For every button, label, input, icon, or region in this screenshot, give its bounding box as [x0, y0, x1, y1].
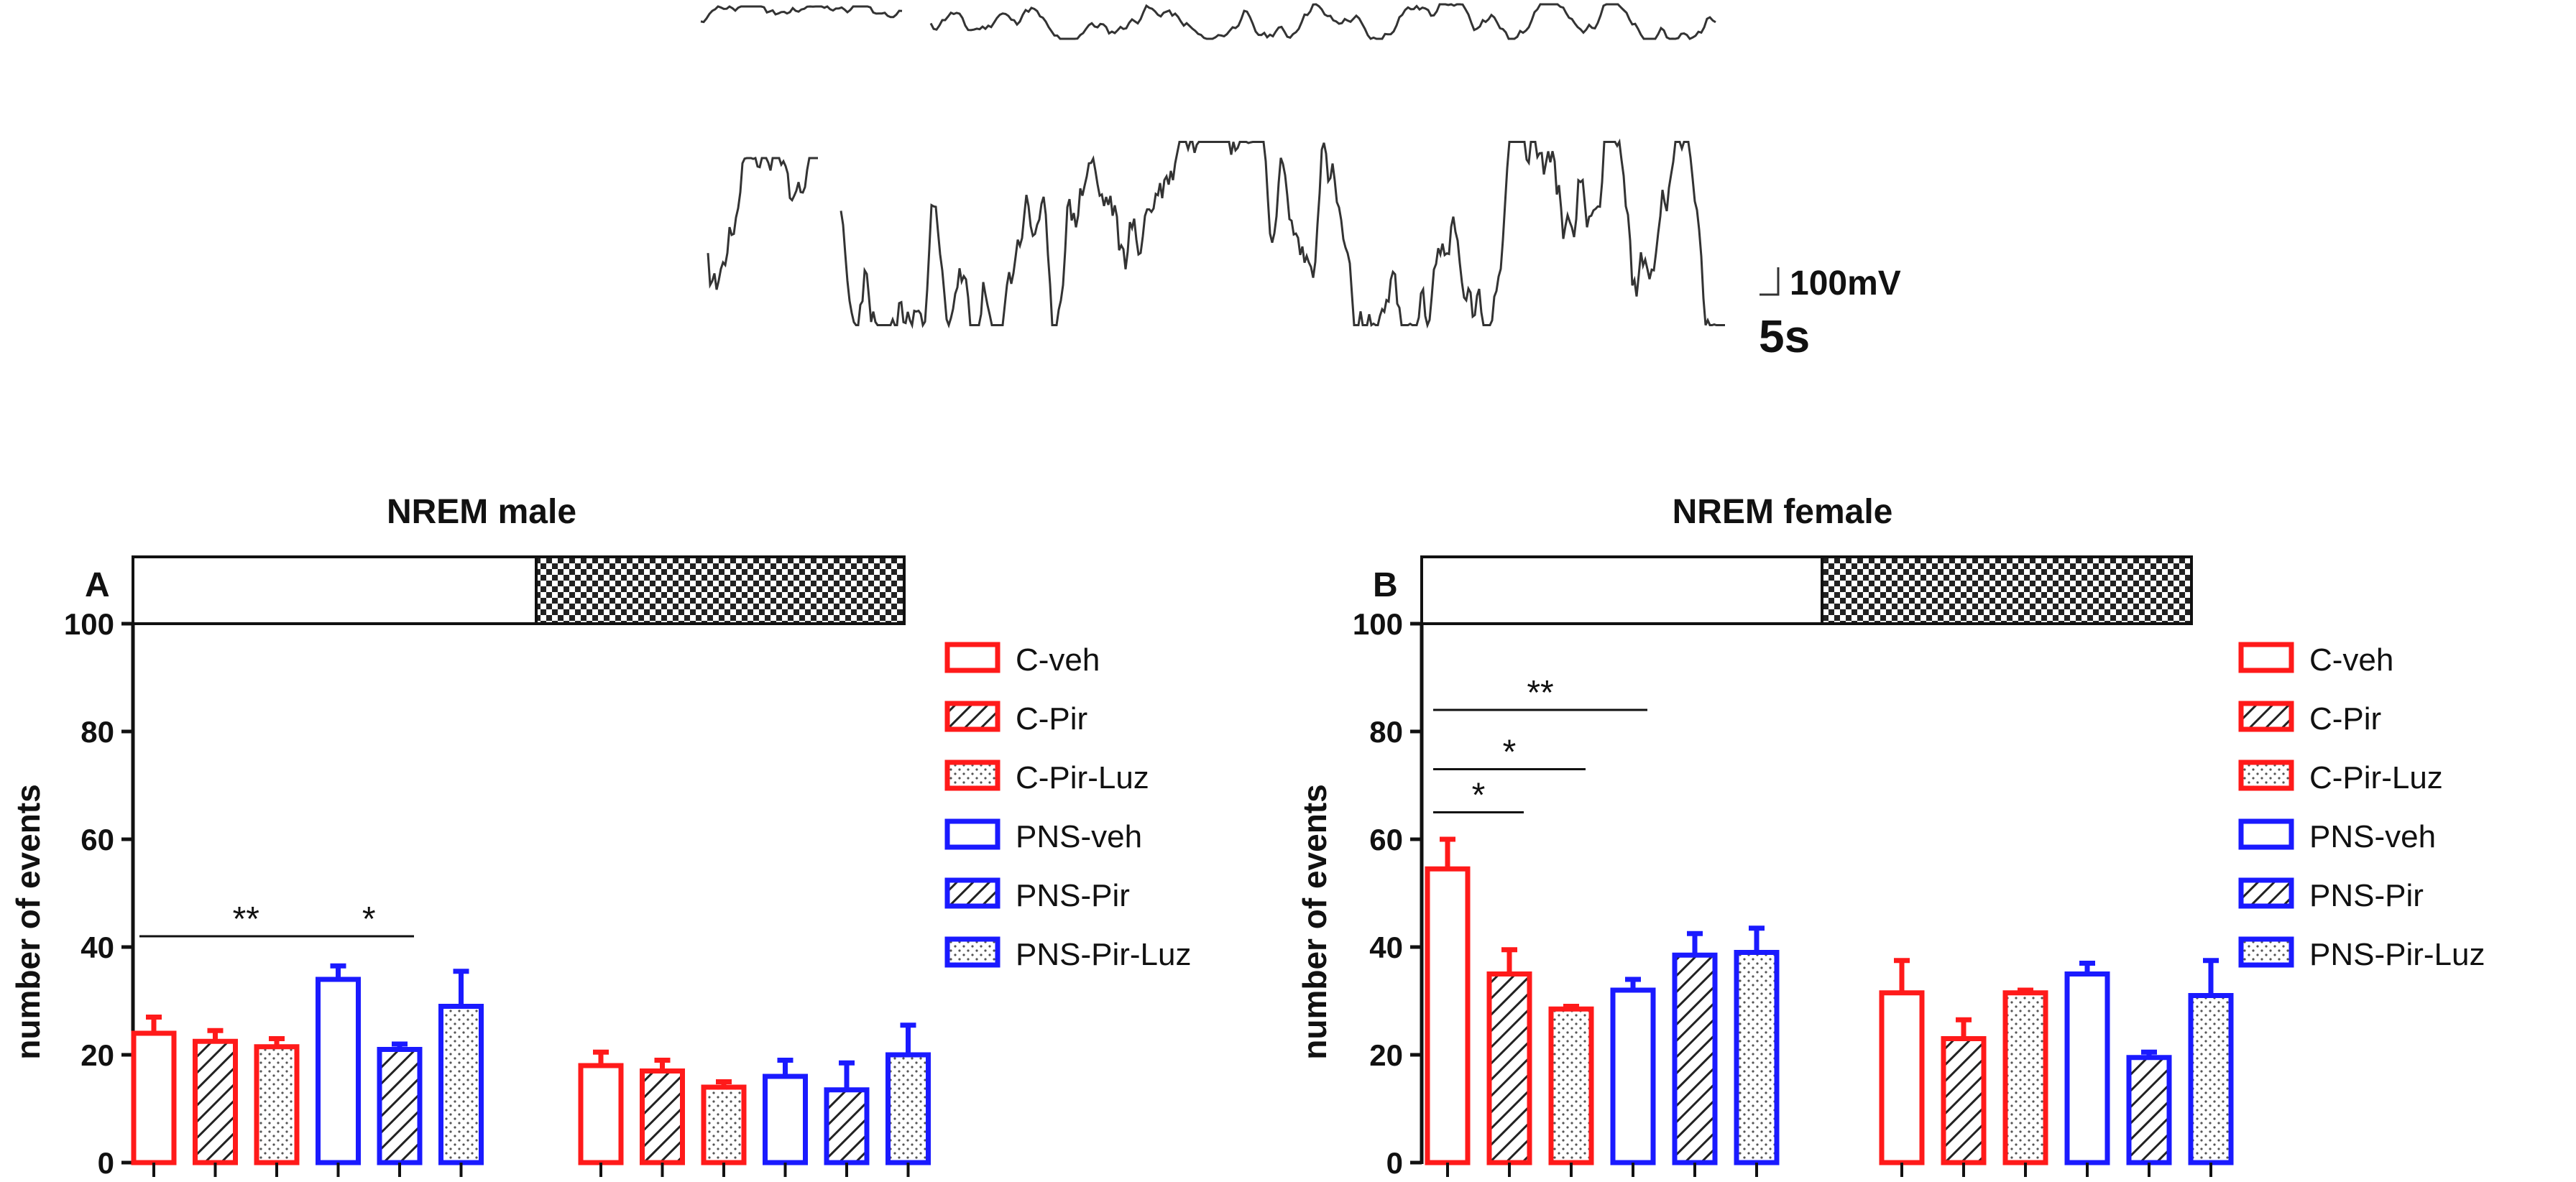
bar-pns-pir-light — [1672, 952, 1718, 1165]
y-axis-label: number of events — [1296, 784, 1333, 1059]
light-phase-box — [132, 555, 538, 625]
legend-label: C-Pir-Luz — [2309, 760, 2443, 795]
legend-label: PNS-Pir — [1016, 878, 1130, 913]
y-tick-label: 40 — [80, 931, 114, 964]
y-tick-label: 80 — [1369, 715, 1403, 749]
bar-pns-pir-luz-light — [1734, 950, 1780, 1165]
y-tick-label: 20 — [1369, 1038, 1403, 1072]
bar-pns-pir-luz-dark — [886, 1052, 931, 1165]
legend-swatch — [944, 642, 1000, 673]
legend-label: PNS-Pir-Luz — [1016, 937, 1192, 972]
panel-letter: A — [85, 566, 110, 604]
scale-time-label: 5s — [1759, 310, 1810, 362]
bar-c-pir-luz-light — [254, 1044, 300, 1165]
significance-label: * — [362, 900, 376, 938]
legend: C-veh C-Pir C-Pir-Luz PNS-veh PNS-Pir PNS-Pir… — [944, 642, 1192, 972]
legend-swatch — [944, 877, 1000, 909]
y-tick-label: 60 — [1369, 823, 1403, 857]
dark-phase-box — [1821, 555, 2193, 625]
bar-c-pir-luz-light — [1548, 1006, 1594, 1165]
y-axis-label: number of events — [9, 784, 47, 1059]
significance-label: ** — [233, 900, 259, 938]
legend-label: C-veh — [1016, 642, 1100, 678]
y-tick-label: 40 — [1369, 931, 1403, 964]
bar-c-veh-light — [131, 1030, 177, 1165]
legend-label: C-Pir — [1016, 701, 1087, 737]
legend-label: PNS-veh — [1016, 819, 1142, 854]
chart-title: NREM female — [1673, 493, 1893, 531]
legend-label: C-Pir — [2309, 701, 2381, 737]
y-tick-label: 80 — [80, 715, 114, 749]
bar-c-pir-dark — [1941, 1036, 1987, 1165]
eeg-trace-top — [700, 3, 1716, 40]
significance-label: ** — [1527, 674, 1553, 712]
legend: C-veh C-Pir C-Pir-Luz PNS-veh PNS-Pir PNS-Pir… — [2238, 642, 2485, 972]
significance-label: * — [1503, 734, 1517, 772]
legend-swatch — [944, 818, 1000, 850]
y-tick-label: 60 — [80, 823, 114, 857]
legend-swatch — [2238, 759, 2294, 791]
bar-c-pir-light — [193, 1038, 238, 1165]
bar-c-pir-dark — [640, 1068, 685, 1165]
scale-bar — [1760, 267, 1780, 296]
y-tick-label: 100 — [1353, 607, 1403, 641]
bar-c-veh-light — [1425, 866, 1471, 1165]
y-tick-label: 0 — [98, 1146, 114, 1180]
y-tick-label: 20 — [80, 1038, 114, 1072]
legend-label: C-veh — [2309, 642, 2393, 678]
bar-pns-pir-dark — [2126, 1055, 2172, 1165]
legend-swatch — [2238, 936, 2294, 968]
legend-label: PNS-Pir — [2309, 878, 2424, 913]
bar-pns-veh-light — [316, 976, 361, 1165]
legend-swatch — [2238, 642, 2294, 673]
legend-swatch — [2238, 818, 2294, 850]
scale-voltage-label: 100mV — [1790, 264, 1901, 303]
legend-label: C-Pir-Luz — [1016, 760, 1149, 795]
bar-pns-pir-dark — [824, 1087, 870, 1165]
bar-pns-pir-luz-dark — [2188, 993, 2234, 1165]
legend-label: PNS-veh — [2309, 819, 2436, 854]
bar-pns-pir-light — [377, 1047, 423, 1165]
panel-b: NREM female B 0 20 40 60 80 100 number of events… — [1296, 493, 2485, 1180]
light-phase-box — [1420, 555, 1823, 625]
bar-c-pir-luz-dark — [701, 1084, 747, 1165]
legend-label: PNS-Pir-Luz — [2309, 937, 2485, 972]
y-tick-label: 0 — [1386, 1146, 1403, 1180]
legend-swatch — [944, 759, 1000, 791]
bar-pns-veh-dark — [763, 1074, 808, 1165]
bar-pns-pir-luz-light — [438, 1004, 484, 1165]
bar-c-veh-dark — [578, 1063, 624, 1165]
bar-c-pir-light — [1486, 971, 1532, 1165]
legend-swatch — [2238, 877, 2294, 909]
panel-letter: B — [1373, 566, 1398, 604]
y-tick-label: 100 — [64, 607, 114, 641]
legend-swatch — [944, 701, 1000, 732]
bar-c-pir-luz-dark — [2002, 990, 2048, 1165]
bar-c-veh-dark — [1879, 990, 1925, 1165]
chart-title: NREM male — [387, 493, 576, 531]
eeg-traces: 100mV 5s — [700, 3, 1901, 362]
bar-pns-veh-light — [1610, 987, 1656, 1165]
legend-swatch — [944, 936, 1000, 968]
legend-swatch — [2238, 701, 2294, 732]
dark-phase-box — [535, 555, 906, 625]
eeg-trace-bottom — [707, 138, 1725, 329]
bar-pns-veh-dark — [2064, 971, 2110, 1165]
significance-label: * — [1472, 777, 1486, 815]
